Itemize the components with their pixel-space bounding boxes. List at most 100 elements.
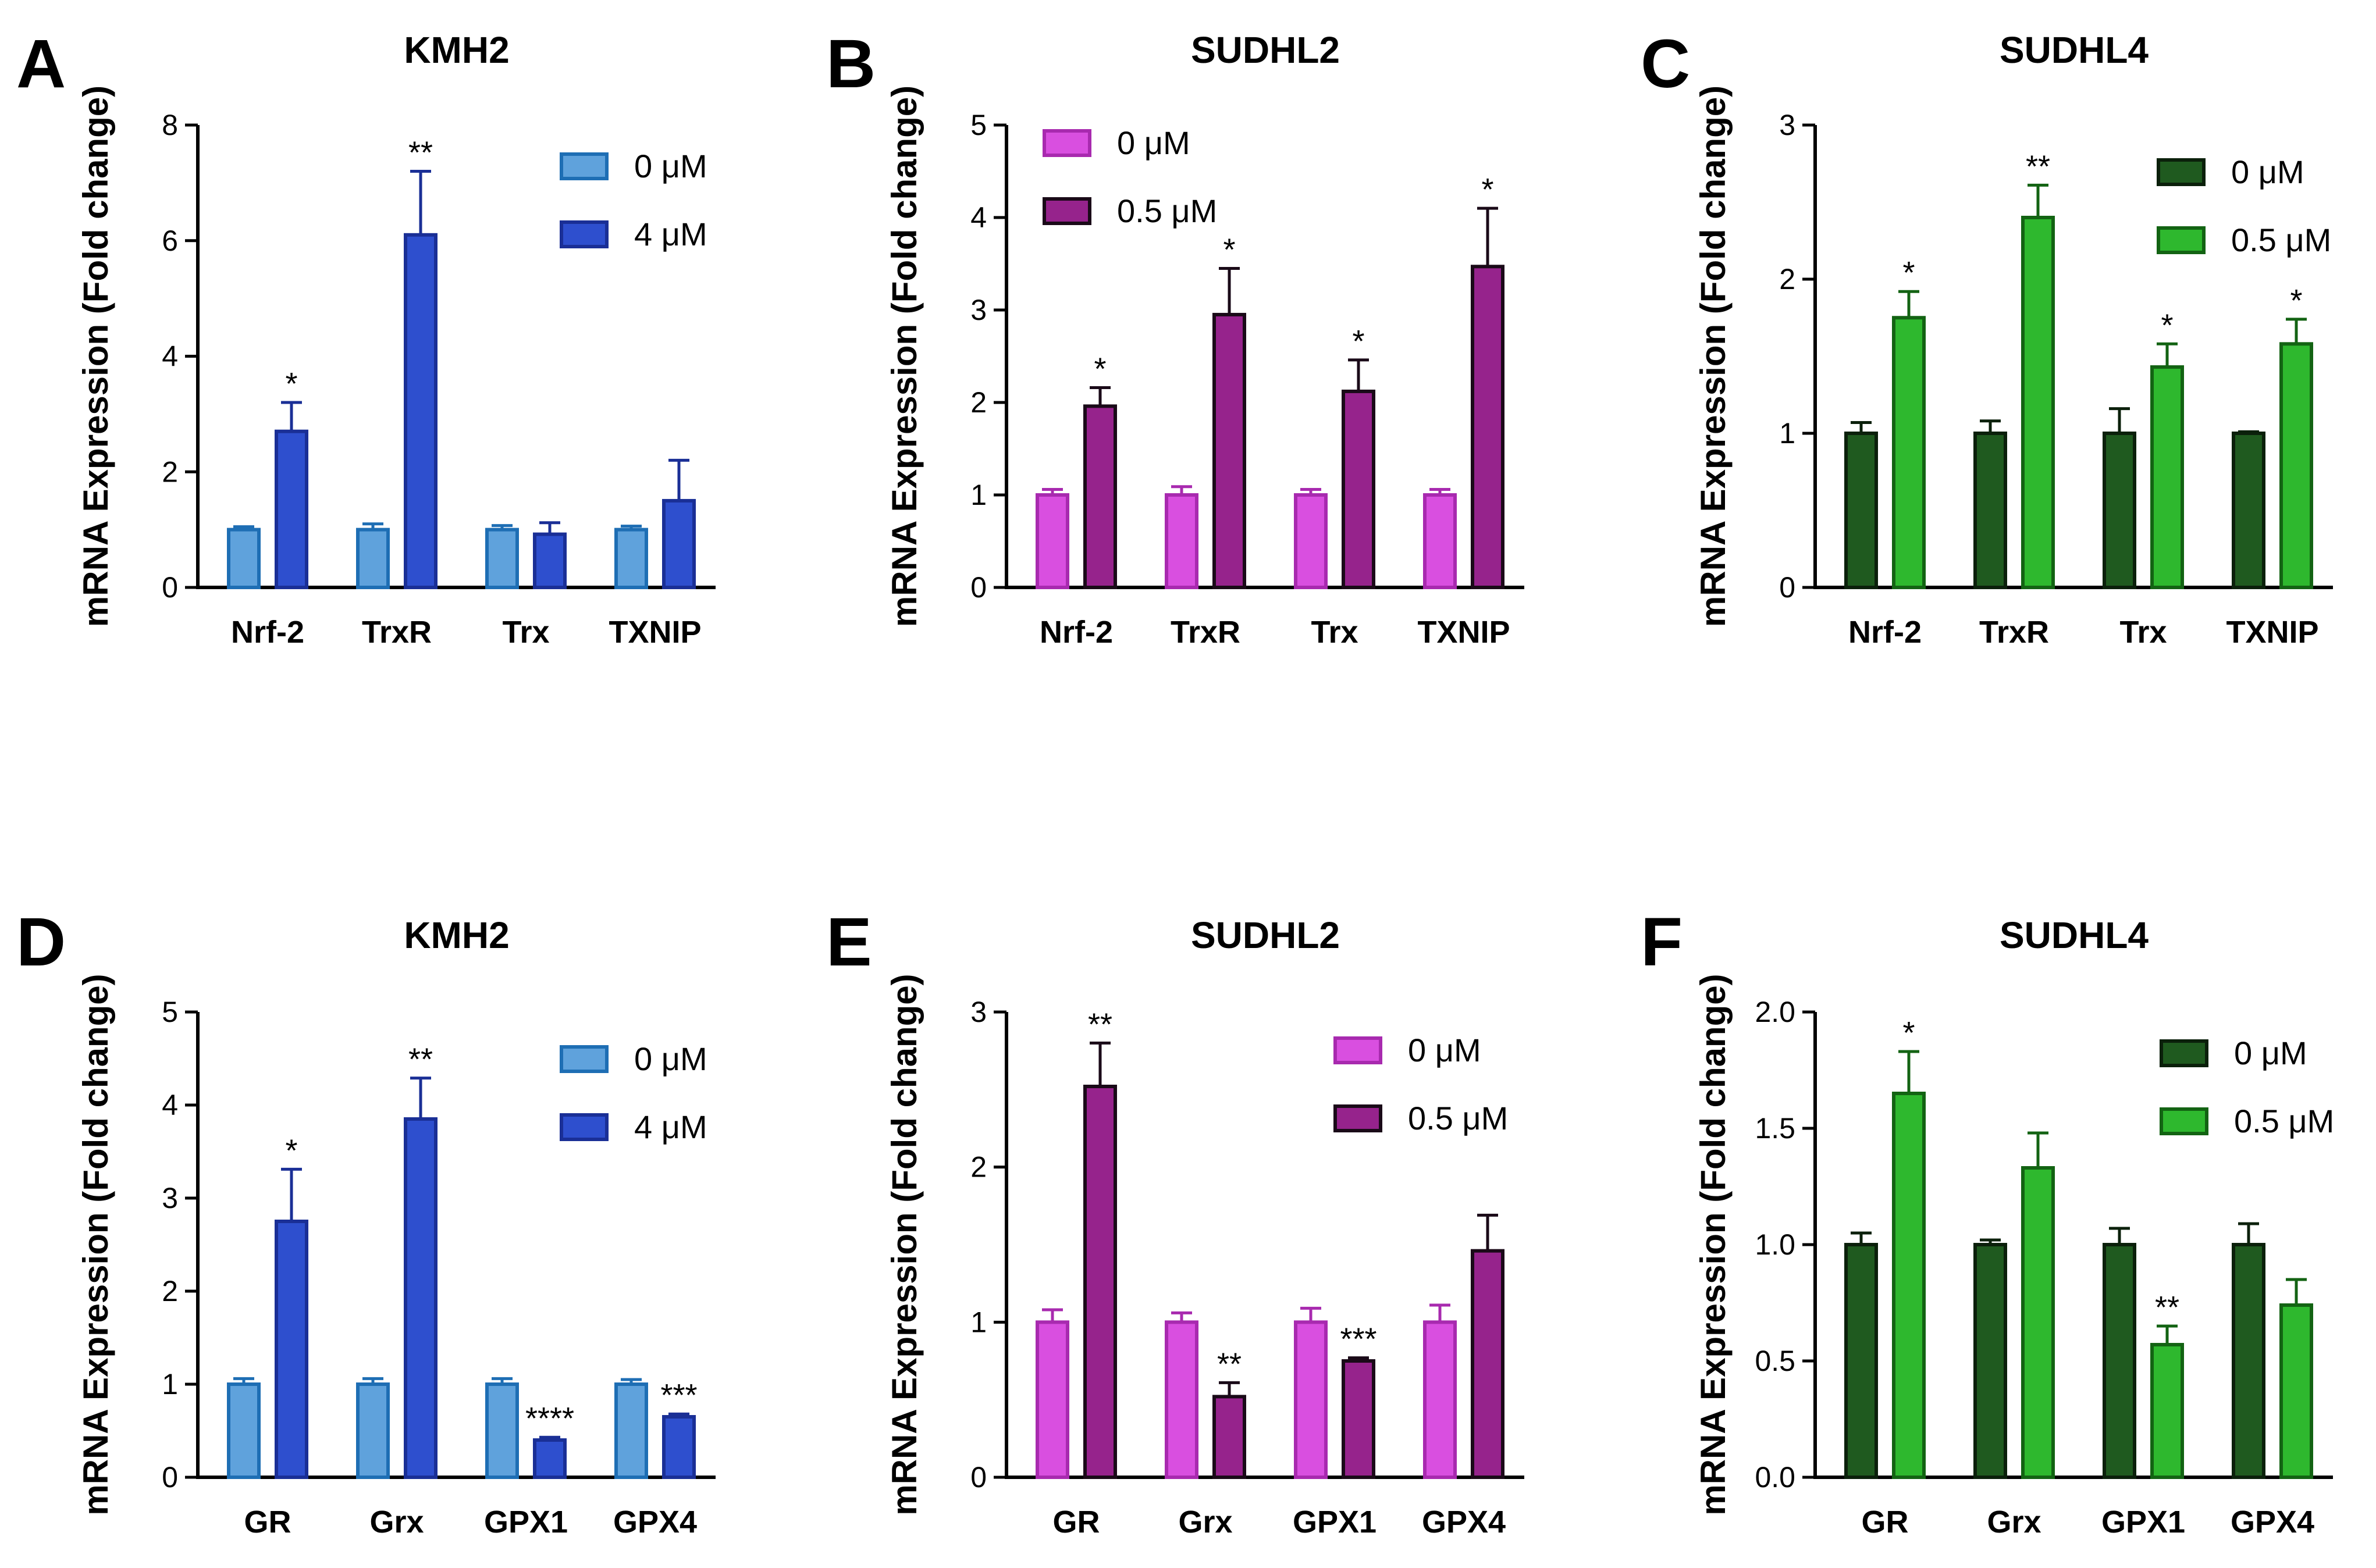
chart-title: KMH2	[404, 29, 509, 71]
bar-gr-control	[1036, 1320, 1069, 1479]
bar-grx-control	[356, 1382, 390, 1479]
significance-label: *	[1223, 232, 1235, 267]
x-category-label: Trx	[502, 615, 549, 650]
legend-swatch	[2157, 158, 2206, 186]
y-tick-label: 0.5	[1755, 1345, 1795, 1377]
y-tick-label: 2	[1779, 263, 1795, 295]
legend-swatch	[560, 1045, 609, 1073]
bar-gpx4-treated	[1471, 1249, 1504, 1480]
significance-label: **	[408, 1042, 433, 1077]
x-category-label: GR	[244, 1505, 291, 1540]
bar-gr-treated	[1892, 1092, 1926, 1479]
x-category-label: TXNIP	[2226, 615, 2318, 650]
significance-label: **	[1217, 1346, 1242, 1381]
bar-gpx1-control	[1294, 1320, 1328, 1479]
bar-gr-control	[227, 1382, 261, 1479]
legend-label: 4 μM	[634, 216, 707, 252]
significance-label: *	[285, 366, 297, 401]
legend-swatch	[560, 152, 609, 180]
x-category-label: GPX1	[1293, 1505, 1376, 1540]
y-tick-label: 2	[970, 386, 987, 419]
y-tick-label: 1.0	[1755, 1228, 1795, 1261]
y-tick-label: 4	[162, 340, 178, 373]
bar-gpx4-treated	[2279, 1303, 2313, 1479]
bar-trx-treated	[533, 532, 567, 590]
bar-gpx4-treated	[662, 1415, 696, 1479]
bar-txnip-control	[2232, 432, 2265, 589]
bar-trx-control	[1294, 493, 1328, 589]
legend-label: 0 μM	[1117, 124, 1190, 161]
y-tick-label: 0.0	[1755, 1461, 1795, 1494]
chart-panel-a: A KMH2 mRNA Expression (Fold change) 0 2 4 6 8 *…	[16, 26, 716, 650]
bar-txnip-treated	[662, 498, 696, 589]
legend-swatch	[560, 220, 609, 248]
y-tick-label: 1	[970, 1306, 987, 1338]
bar-trxr-treated	[404, 233, 438, 589]
y-tick-label: 2.0	[1755, 996, 1795, 1028]
legend-label: 0.5 μM	[1408, 1100, 1508, 1136]
significance-label: *	[1481, 172, 1493, 207]
chart-panel-b: B SUDHL2 mRNA Expression (Fold change) 0 1 2 3…	[826, 26, 1524, 650]
legend-swatch	[2157, 226, 2206, 254]
y-axis-label: mRNA Expression (Fold change)	[76, 974, 115, 1515]
y-axis-label: mRNA Expression (Fold change)	[885, 85, 924, 627]
bar-gpx1-treated	[533, 1438, 567, 1479]
x-category-label: Grx	[1178, 1505, 1232, 1540]
significance-label: *	[1094, 352, 1106, 387]
y-tick-label: 1.5	[1755, 1112, 1795, 1145]
bar-trxr-treated	[2021, 216, 2055, 589]
legend-swatch	[1043, 129, 1091, 157]
panel-letter: B	[826, 26, 876, 102]
significance-label: ****	[525, 1401, 574, 1436]
legend-label: 0 μM	[634, 148, 707, 184]
significance-label: **	[2155, 1290, 2179, 1325]
bar-gr-treated	[275, 1220, 308, 1479]
y-tick-label: 1	[162, 1368, 178, 1400]
y-tick-label: 0	[1779, 571, 1795, 604]
bar-trxr-treated	[1212, 312, 1246, 589]
y-tick-label: 0	[970, 1461, 987, 1494]
significance-label: *	[1902, 1015, 1915, 1050]
bar-nrf-2-treated	[1083, 404, 1117, 589]
legend-swatch	[2160, 1039, 2208, 1067]
y-tick-label: 3	[970, 294, 987, 326]
bar-nrf-2-control	[227, 528, 261, 589]
y-tick-label: 1	[970, 479, 987, 511]
panels-group: A KMH2 mRNA Expression (Fold change) 0 2 4 6 8 *…	[16, 26, 2334, 1540]
y-tick-label: 0	[162, 571, 178, 604]
chart-title: SUDHL2	[1191, 914, 1340, 956]
significance-label: ***	[1340, 1322, 1376, 1357]
bar-nrf-2-control	[1844, 432, 1878, 589]
legend-label: 0 μM	[2231, 154, 2304, 190]
panel-letter: F	[1641, 904, 1683, 981]
chart-title: SUDHL4	[2000, 29, 2149, 71]
y-tick-label: 2	[162, 455, 178, 488]
y-tick-label: 8	[162, 109, 178, 141]
y-tick-label: 2	[970, 1151, 987, 1184]
legend-swatch	[1333, 1036, 1382, 1064]
legend-swatch	[560, 1113, 609, 1141]
significance-label: *	[2290, 283, 2302, 318]
bar-trx-control	[485, 528, 519, 589]
bar-gpx1-treated	[2150, 1343, 2184, 1479]
y-tick-label: 3	[162, 1182, 178, 1214]
x-category-label: GPX4	[2231, 1505, 2314, 1540]
bar-grx-treated	[2021, 1166, 2055, 1479]
legend-label: 0.5 μM	[1117, 193, 1217, 229]
significance-label: **	[2026, 149, 2050, 184]
legend-label: 0.5 μM	[2234, 1103, 2334, 1139]
y-tick-label: 4	[970, 201, 987, 234]
y-axis-label: mRNA Expression (Fold change)	[885, 974, 924, 1515]
bar-trxr-control	[1165, 493, 1198, 589]
bar-gr-control	[1844, 1243, 1878, 1479]
bar-txnip-treated	[1471, 265, 1504, 589]
significance-label: *	[285, 1133, 297, 1168]
legend-swatch	[1043, 197, 1091, 225]
bar-nrf-2-treated	[1892, 316, 1926, 589]
significance-label: *	[1352, 324, 1364, 359]
panel-letter: A	[16, 26, 66, 102]
x-category-label: GPX4	[613, 1505, 697, 1540]
bar-trxr-control	[1973, 432, 2007, 589]
bar-gpx1-control	[485, 1382, 519, 1479]
chart-title: SUDHL2	[1191, 29, 1340, 71]
